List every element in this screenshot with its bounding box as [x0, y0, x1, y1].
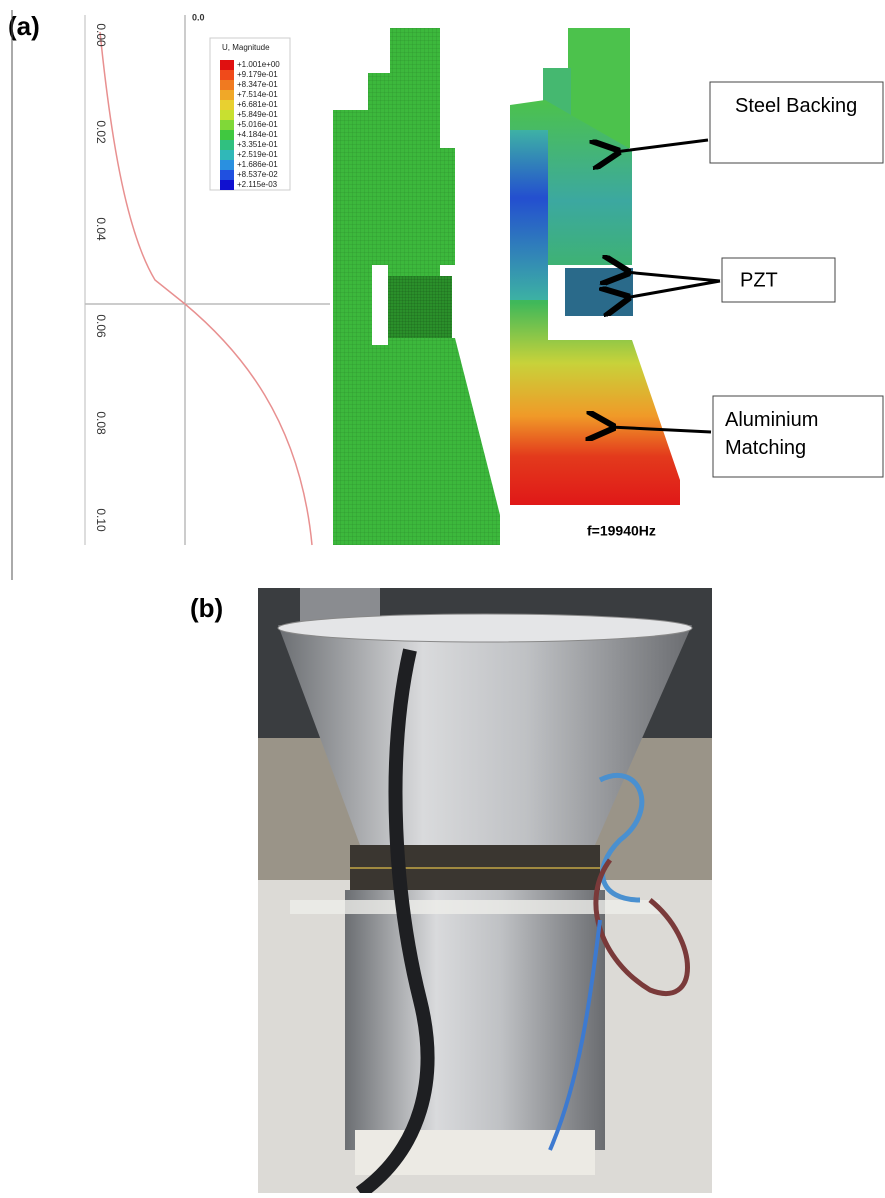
frequency-label: f=19940Hz: [587, 523, 656, 539]
y-tick-label: 0.04: [94, 217, 108, 241]
legend-swatch: [220, 80, 234, 90]
legend-label: +1.686e-01: [237, 160, 278, 169]
legend-swatch: [220, 130, 234, 140]
legend-label: +8.347e-01: [237, 80, 278, 89]
panel-label: (b): [190, 593, 223, 623]
mode-plot: 0.0 0.00 0.02 0.04 0.06 0.08 0.10: [84, 12, 330, 546]
fem-part: [510, 100, 680, 505]
legend-label: +5.016e-01: [237, 120, 278, 129]
arrow: [615, 140, 709, 152]
legend-title: U, Magnitude: [222, 43, 270, 52]
legend-label: +5.849e-01: [237, 110, 278, 119]
legend-swatch: [220, 160, 234, 170]
photo-wire: [548, 919, 602, 1151]
legend-label: +1.001e+00: [237, 60, 280, 69]
x-tick-label: 0.0: [192, 12, 205, 22]
y-tick-label: 0.10: [94, 508, 108, 532]
callout-box: [721, 257, 836, 303]
arrow: [625, 272, 721, 281]
photo: [258, 588, 712, 1198]
legend-swatch: [220, 110, 234, 120]
y-tick-label: 0.08: [94, 411, 108, 435]
legend-swatch: [220, 100, 234, 110]
mode-curve: [99, 31, 313, 546]
photo-wire: [593, 858, 690, 996]
photo-horn: [278, 625, 692, 845]
y-tick-label: 0.02: [94, 120, 108, 144]
legend-label: +9.179e-01: [237, 70, 278, 79]
fem-part: [370, 148, 455, 265]
y-tick-label: 0.00: [94, 23, 108, 47]
callouts: Steel Backing PZT Aluminium Matching: [610, 81, 884, 478]
arrow: [625, 279, 721, 298]
fem-hole: [372, 265, 388, 345]
callout-label: PZT: [740, 269, 778, 291]
panel-label: (a): [8, 11, 40, 41]
arrow: [610, 427, 712, 432]
fem-hole: [549, 266, 564, 316]
photo-horn-top: [277, 613, 693, 643]
legend: U, Magnitude +1.001e+00+9.179e-01+8.347e…: [209, 37, 291, 191]
legend-swatch: [220, 90, 234, 100]
legend-label: +2.519e-01: [237, 150, 278, 159]
fem-part: [333, 110, 370, 545]
legend-label: +6.681e-01: [237, 100, 278, 109]
fem-part: [510, 130, 548, 300]
callout-box: [712, 395, 884, 478]
fem-undeformed: [333, 28, 500, 545]
legend-swatch: [220, 140, 234, 150]
y-tick-label: 0.06: [94, 314, 108, 338]
callout-label: Steel Backing: [735, 95, 858, 117]
legend-label: +8.537e-02: [237, 170, 278, 179]
fem-part: [370, 338, 500, 545]
photo-tie: [290, 900, 660, 914]
fem-pzt: [565, 268, 633, 316]
legend-label: +4.184e-01: [237, 130, 278, 139]
photo-wire: [598, 772, 645, 903]
fem-deformed: f=19940Hz: [510, 28, 680, 539]
photo-cylinder: [345, 890, 605, 1150]
legend-label: +7.514e-01: [237, 90, 278, 99]
legend-swatch: [220, 170, 234, 180]
callout-box: [709, 81, 884, 164]
legend-swatch: [220, 70, 234, 80]
fem-pzt: [388, 276, 452, 338]
legend-label: +3.351e-01: [237, 140, 278, 149]
legend-swatch: [220, 150, 234, 160]
legend-label: +2.115e-03: [237, 180, 278, 189]
legend-swatch: [220, 120, 234, 130]
photo-cable: [355, 648, 435, 1198]
legend-swatch: [220, 180, 234, 190]
callout-label: Aluminium Matching: [725, 409, 819, 459]
legend-swatch: [220, 60, 234, 70]
